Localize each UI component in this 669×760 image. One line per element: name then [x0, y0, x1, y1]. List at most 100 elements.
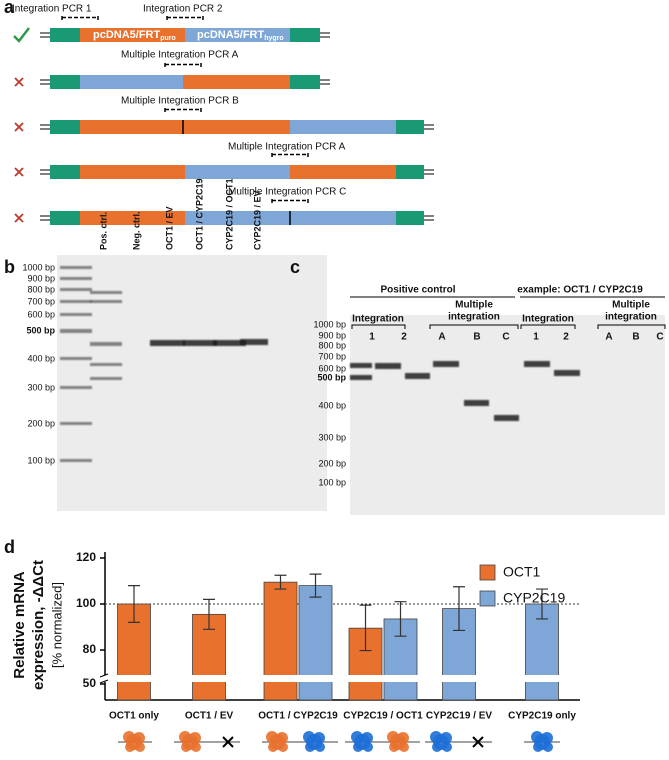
- y-axis-title: [% normalized]: [49, 582, 64, 668]
- error-bar: [274, 574, 287, 590]
- protein-blob: [353, 742, 363, 752]
- protein-blob: [125, 742, 135, 752]
- x-tick-label: OCT1 only: [109, 711, 159, 722]
- lane-label-group: CYP2C19 / OCT1: [224, 178, 234, 250]
- lane-label-group: Neg. ctrl.: [131, 211, 141, 250]
- protein-blob: [313, 732, 325, 744]
- axis-break: [97, 675, 580, 682]
- protein-icon: [303, 731, 325, 752]
- ladder-label: 700 bp: [27, 296, 55, 306]
- ladder-label: 900 bp: [318, 330, 346, 340]
- protein-blob: [268, 742, 278, 752]
- pcr-label: Multiple Integration PCR A: [121, 50, 239, 61]
- y-axis-title: expression, -ΔΔCt: [30, 560, 47, 690]
- gel-top: [350, 315, 665, 345]
- lane-label: 2: [563, 332, 569, 343]
- error-bar: [536, 588, 548, 620]
- ladder-label: 500 bp: [317, 372, 346, 382]
- pcr-label: Multiple Integration PCR A: [228, 142, 346, 153]
- gel: [57, 255, 327, 511]
- empty-vector-x: [222, 736, 234, 748]
- error-bar: [309, 573, 322, 598]
- ladder-label: 200 bp: [318, 458, 346, 468]
- construct: [40, 28, 330, 42]
- legend-label: CYP2C19: [503, 590, 565, 606]
- pcr-label: Multiple Integration PCR C: [228, 187, 346, 198]
- y-tick-label: 100: [76, 596, 96, 610]
- y-tick-label: 50: [83, 676, 97, 690]
- ladder-label: 1000 bp: [313, 319, 346, 329]
- check-icon: [13, 27, 30, 43]
- protein-blob: [266, 731, 278, 743]
- lane-label: CYP2C19 / OCT1: [224, 178, 234, 250]
- protein-blob: [133, 732, 145, 744]
- panel-label: a: [4, 0, 15, 17]
- ladder-label: 800 bp: [27, 284, 55, 294]
- ladder-label: 300 bp: [27, 382, 55, 392]
- ladder-label: 100 bp: [318, 477, 346, 487]
- gel-bands: [60, 266, 268, 462]
- legend-label: OCT1: [503, 564, 541, 580]
- error-bar: [203, 598, 215, 630]
- protein-blob: [531, 731, 543, 743]
- construct: [40, 211, 434, 225]
- panel-b: b Pos. ctrl. Neg. ctrl. OCT1 / EV OCT1 / CY…: [4, 178, 327, 511]
- lane-label: 2: [401, 332, 407, 343]
- subgroup-label: Integration: [352, 314, 404, 325]
- empty-vector-x: [472, 736, 484, 748]
- lane-label-group: Pos. ctrl.: [98, 212, 108, 250]
- ladder-label: 800 bp: [318, 340, 346, 350]
- lane-label: A: [438, 332, 445, 343]
- plasmid-label: pcDNA5/FRTpuro: [93, 29, 176, 42]
- protein-blob: [533, 742, 543, 752]
- protein-blob: [123, 731, 135, 743]
- error-bar: [359, 604, 372, 652]
- y-tick-label: 120: [76, 550, 96, 564]
- subgroup-label: Multiple: [612, 300, 650, 311]
- x-tick-label: OCT1 / CYP2C19: [258, 711, 338, 722]
- protein-blob: [389, 742, 399, 752]
- lane-brackets: [350, 296, 666, 329]
- protein-blob: [442, 742, 452, 752]
- protein-blob: [179, 731, 191, 743]
- subgroup-label: integration: [448, 312, 500, 323]
- bar: [525, 603, 559, 701]
- cross-icons: [14, 77, 24, 223]
- lane-label: C: [656, 332, 663, 343]
- protein-icon: [266, 731, 288, 752]
- ladder-label: 400 bp: [27, 353, 55, 363]
- panel-label: c: [290, 257, 300, 277]
- lane-label: Neg. ctrl.: [131, 211, 141, 250]
- lane-label: OCT1 / CYP2C19: [194, 178, 204, 250]
- protein-blob: [397, 732, 409, 744]
- primer-label: Integration PCR 1: [12, 4, 92, 15]
- lane-label: Pos. ctrl.: [98, 212, 108, 250]
- protein-blob: [191, 742, 201, 752]
- ladder-label: 700 bp: [318, 351, 346, 361]
- lane-label: B: [632, 332, 639, 343]
- lane-label: C: [502, 332, 509, 343]
- x-tick-label: CYP2C19 / EV: [426, 711, 492, 722]
- construct: [40, 165, 434, 179]
- ladder-label: 1000 bp: [22, 262, 55, 272]
- protein-blob: [276, 732, 288, 744]
- lane-label: OCT1 / EV: [164, 206, 174, 250]
- protein-icon: [179, 731, 201, 752]
- x-tick-label: CYP2C19 / OCT1: [343, 711, 423, 722]
- panel-label: d: [4, 537, 15, 557]
- error-bar: [394, 601, 407, 637]
- protein-blob: [432, 742, 442, 752]
- protein-icon: [430, 731, 452, 752]
- protein-blob: [363, 742, 373, 752]
- protein-blob: [541, 732, 553, 744]
- lane-label: 1: [533, 332, 539, 343]
- protein-icon: [351, 731, 373, 752]
- subgroup-label: Integration: [522, 314, 574, 325]
- panel-a: a Integration PCR 1 Integration PCR 2 pc…: [4, 0, 434, 225]
- panel-label: b: [4, 257, 15, 277]
- lane-label: B: [473, 332, 480, 343]
- ladder-label: 600 bp: [318, 363, 346, 373]
- protein-blob: [399, 742, 409, 752]
- construct: [40, 120, 434, 134]
- pcr-label: Multiple Integration PCR B: [121, 96, 239, 107]
